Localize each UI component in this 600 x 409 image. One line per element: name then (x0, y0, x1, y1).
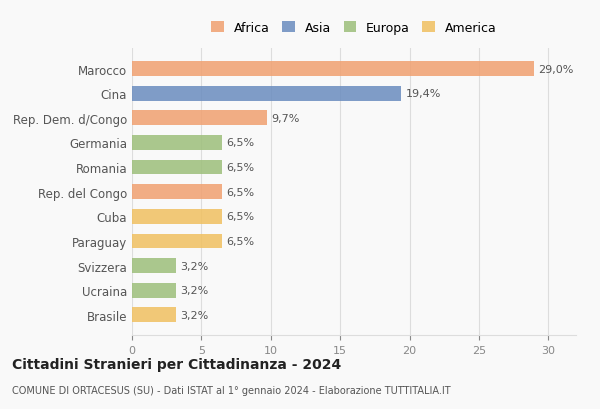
Bar (132, 62, 535, 77)
Text: 6,5%: 6,5% (226, 138, 254, 148)
Text: 3,2%: 3,2% (181, 285, 209, 295)
Bar (132, 136, 222, 151)
Text: COMUNE DI ORTACESUS (SU) - Dati ISTAT al 1° gennaio 2024 - Elaborazione TUTTITAL: COMUNE DI ORTACESUS (SU) - Dati ISTAT al… (12, 384, 451, 395)
Bar (132, 111, 266, 126)
Bar (132, 283, 176, 298)
Text: 3,2%: 3,2% (181, 261, 209, 271)
Bar (132, 209, 222, 224)
Legend: Africa, Asia, Europa, America: Africa, Asia, Europa, America (208, 18, 500, 38)
Text: Cittadini Stranieri per Cittadinanza - 2024: Cittadini Stranieri per Cittadinanza - 2… (12, 357, 341, 371)
Text: 6,5%: 6,5% (226, 187, 254, 197)
Text: 19,4%: 19,4% (406, 89, 441, 99)
Bar (132, 87, 401, 101)
Text: 29,0%: 29,0% (539, 65, 574, 74)
Text: 6,5%: 6,5% (226, 212, 254, 222)
Bar (132, 160, 222, 175)
Text: 6,5%: 6,5% (226, 163, 254, 173)
Bar (132, 308, 176, 322)
Bar (132, 185, 222, 200)
Text: 6,5%: 6,5% (226, 236, 254, 246)
Bar (132, 234, 222, 249)
Text: 3,2%: 3,2% (181, 310, 209, 320)
Text: 9,7%: 9,7% (271, 114, 299, 124)
Bar (132, 258, 176, 273)
